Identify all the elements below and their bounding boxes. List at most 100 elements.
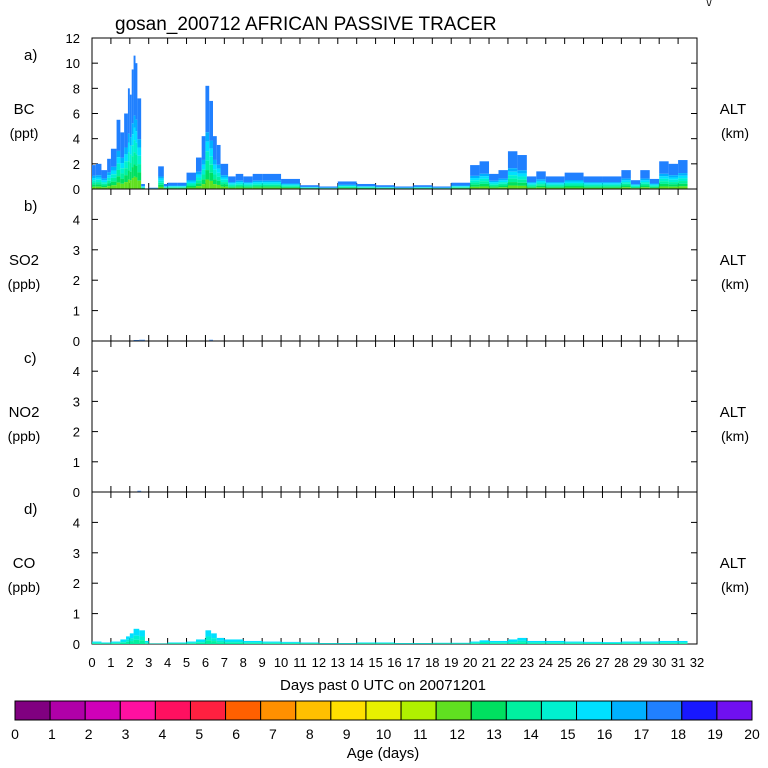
data-column <box>137 164 142 173</box>
data-column <box>158 166 164 177</box>
data-column <box>451 185 471 187</box>
data-column <box>479 161 490 174</box>
colorbar-swatch <box>14 700 51 721</box>
data-column <box>517 642 527 644</box>
colorbar-swatch <box>330 700 367 721</box>
data-column <box>583 184 603 186</box>
panel-frame <box>91 340 698 493</box>
y-tick-label: 12 <box>66 31 80 46</box>
x-tick-label: 21 <box>482 655 496 670</box>
data-column <box>124 113 128 148</box>
panel-a: 0 2 4 6 8 10 12 a) BC (ppt) ALT (km) <box>10 31 749 197</box>
data-column <box>649 183 660 185</box>
data-column <box>451 187 471 189</box>
data-column <box>213 184 217 189</box>
data-column <box>209 140 213 149</box>
data-column <box>526 187 537 189</box>
data-column <box>507 182 518 186</box>
colorbar-tick-label: 8 <box>306 726 314 742</box>
data-column <box>205 636 212 641</box>
data-column <box>262 643 282 644</box>
data-column <box>526 640 546 643</box>
data-column <box>110 148 117 167</box>
colorbar-tick-label: 5 <box>195 726 203 742</box>
data-column <box>213 179 217 185</box>
data-column <box>536 171 546 180</box>
data-column <box>489 643 508 644</box>
data-column <box>131 69 134 124</box>
series-co <box>92 628 688 644</box>
data-column <box>281 641 300 643</box>
data-column <box>92 186 96 189</box>
data-column <box>148 187 159 189</box>
data-column <box>470 642 480 644</box>
data-column <box>177 185 187 187</box>
data-column <box>498 180 508 183</box>
data-column <box>101 185 108 188</box>
data-column <box>133 152 136 165</box>
data-column <box>216 180 221 185</box>
series-no2 <box>137 490 142 492</box>
data-column <box>545 184 565 186</box>
data-column <box>470 178 480 181</box>
data-column <box>195 642 206 644</box>
data-column <box>186 642 196 644</box>
data-column <box>413 185 433 187</box>
data-column <box>101 182 108 184</box>
data-column <box>498 170 508 179</box>
x-tick-label: 16 <box>387 655 401 670</box>
data-column <box>621 182 631 184</box>
data-column <box>281 184 300 186</box>
data-column <box>489 183 499 185</box>
x-tick-label: 4 <box>164 655 171 670</box>
data-column <box>564 183 584 185</box>
chart-title: gosan_200712 AFRICAN PASSIVE TRACER <box>115 14 497 35</box>
data-column <box>216 144 221 165</box>
data-column <box>95 177 102 180</box>
data-column <box>678 178 688 182</box>
data-column <box>337 187 357 189</box>
x-tick-label: 28 <box>614 655 628 670</box>
data-column <box>135 63 138 120</box>
data-column <box>220 177 229 180</box>
data-column <box>133 127 136 141</box>
corner-mark: \/ <box>706 0 713 9</box>
y-tick-label: 8 <box>73 81 80 96</box>
data-column <box>649 186 660 188</box>
data-column <box>127 142 130 153</box>
data-column <box>186 183 196 185</box>
data-column <box>668 179 679 183</box>
data-column <box>281 178 300 184</box>
data-column <box>517 637 527 641</box>
data-column <box>158 176 164 179</box>
data-column <box>137 490 142 492</box>
colorbar-swatch <box>260 700 297 721</box>
data-column <box>356 183 376 187</box>
data-column <box>621 643 641 644</box>
data-column <box>262 184 282 187</box>
data-column <box>470 182 480 185</box>
data-column <box>489 180 499 183</box>
x-tick-label: 22 <box>501 655 515 670</box>
data-column <box>195 157 202 172</box>
data-column <box>167 186 178 187</box>
y-axis-label: SO2 <box>9 252 39 269</box>
data-column <box>201 164 206 170</box>
data-column <box>124 182 128 189</box>
right-axis-label: ALT <box>720 252 746 269</box>
data-column <box>602 182 622 184</box>
data-column <box>195 641 206 643</box>
data-column <box>211 638 217 642</box>
data-column <box>158 186 164 189</box>
x-tick-label: 9 <box>259 655 266 670</box>
data-column <box>211 641 217 644</box>
data-column <box>451 186 471 187</box>
data-column <box>129 641 134 644</box>
panel-d: 0 1 2 3 4 d) CO (ppb) ALT (km) <box>8 491 749 652</box>
data-column <box>110 641 121 643</box>
data-column <box>564 643 584 644</box>
data-column <box>583 186 603 188</box>
x-tick-label: 11 <box>293 655 307 670</box>
y-tick-label: 0 <box>73 334 80 349</box>
data-column <box>243 186 253 188</box>
